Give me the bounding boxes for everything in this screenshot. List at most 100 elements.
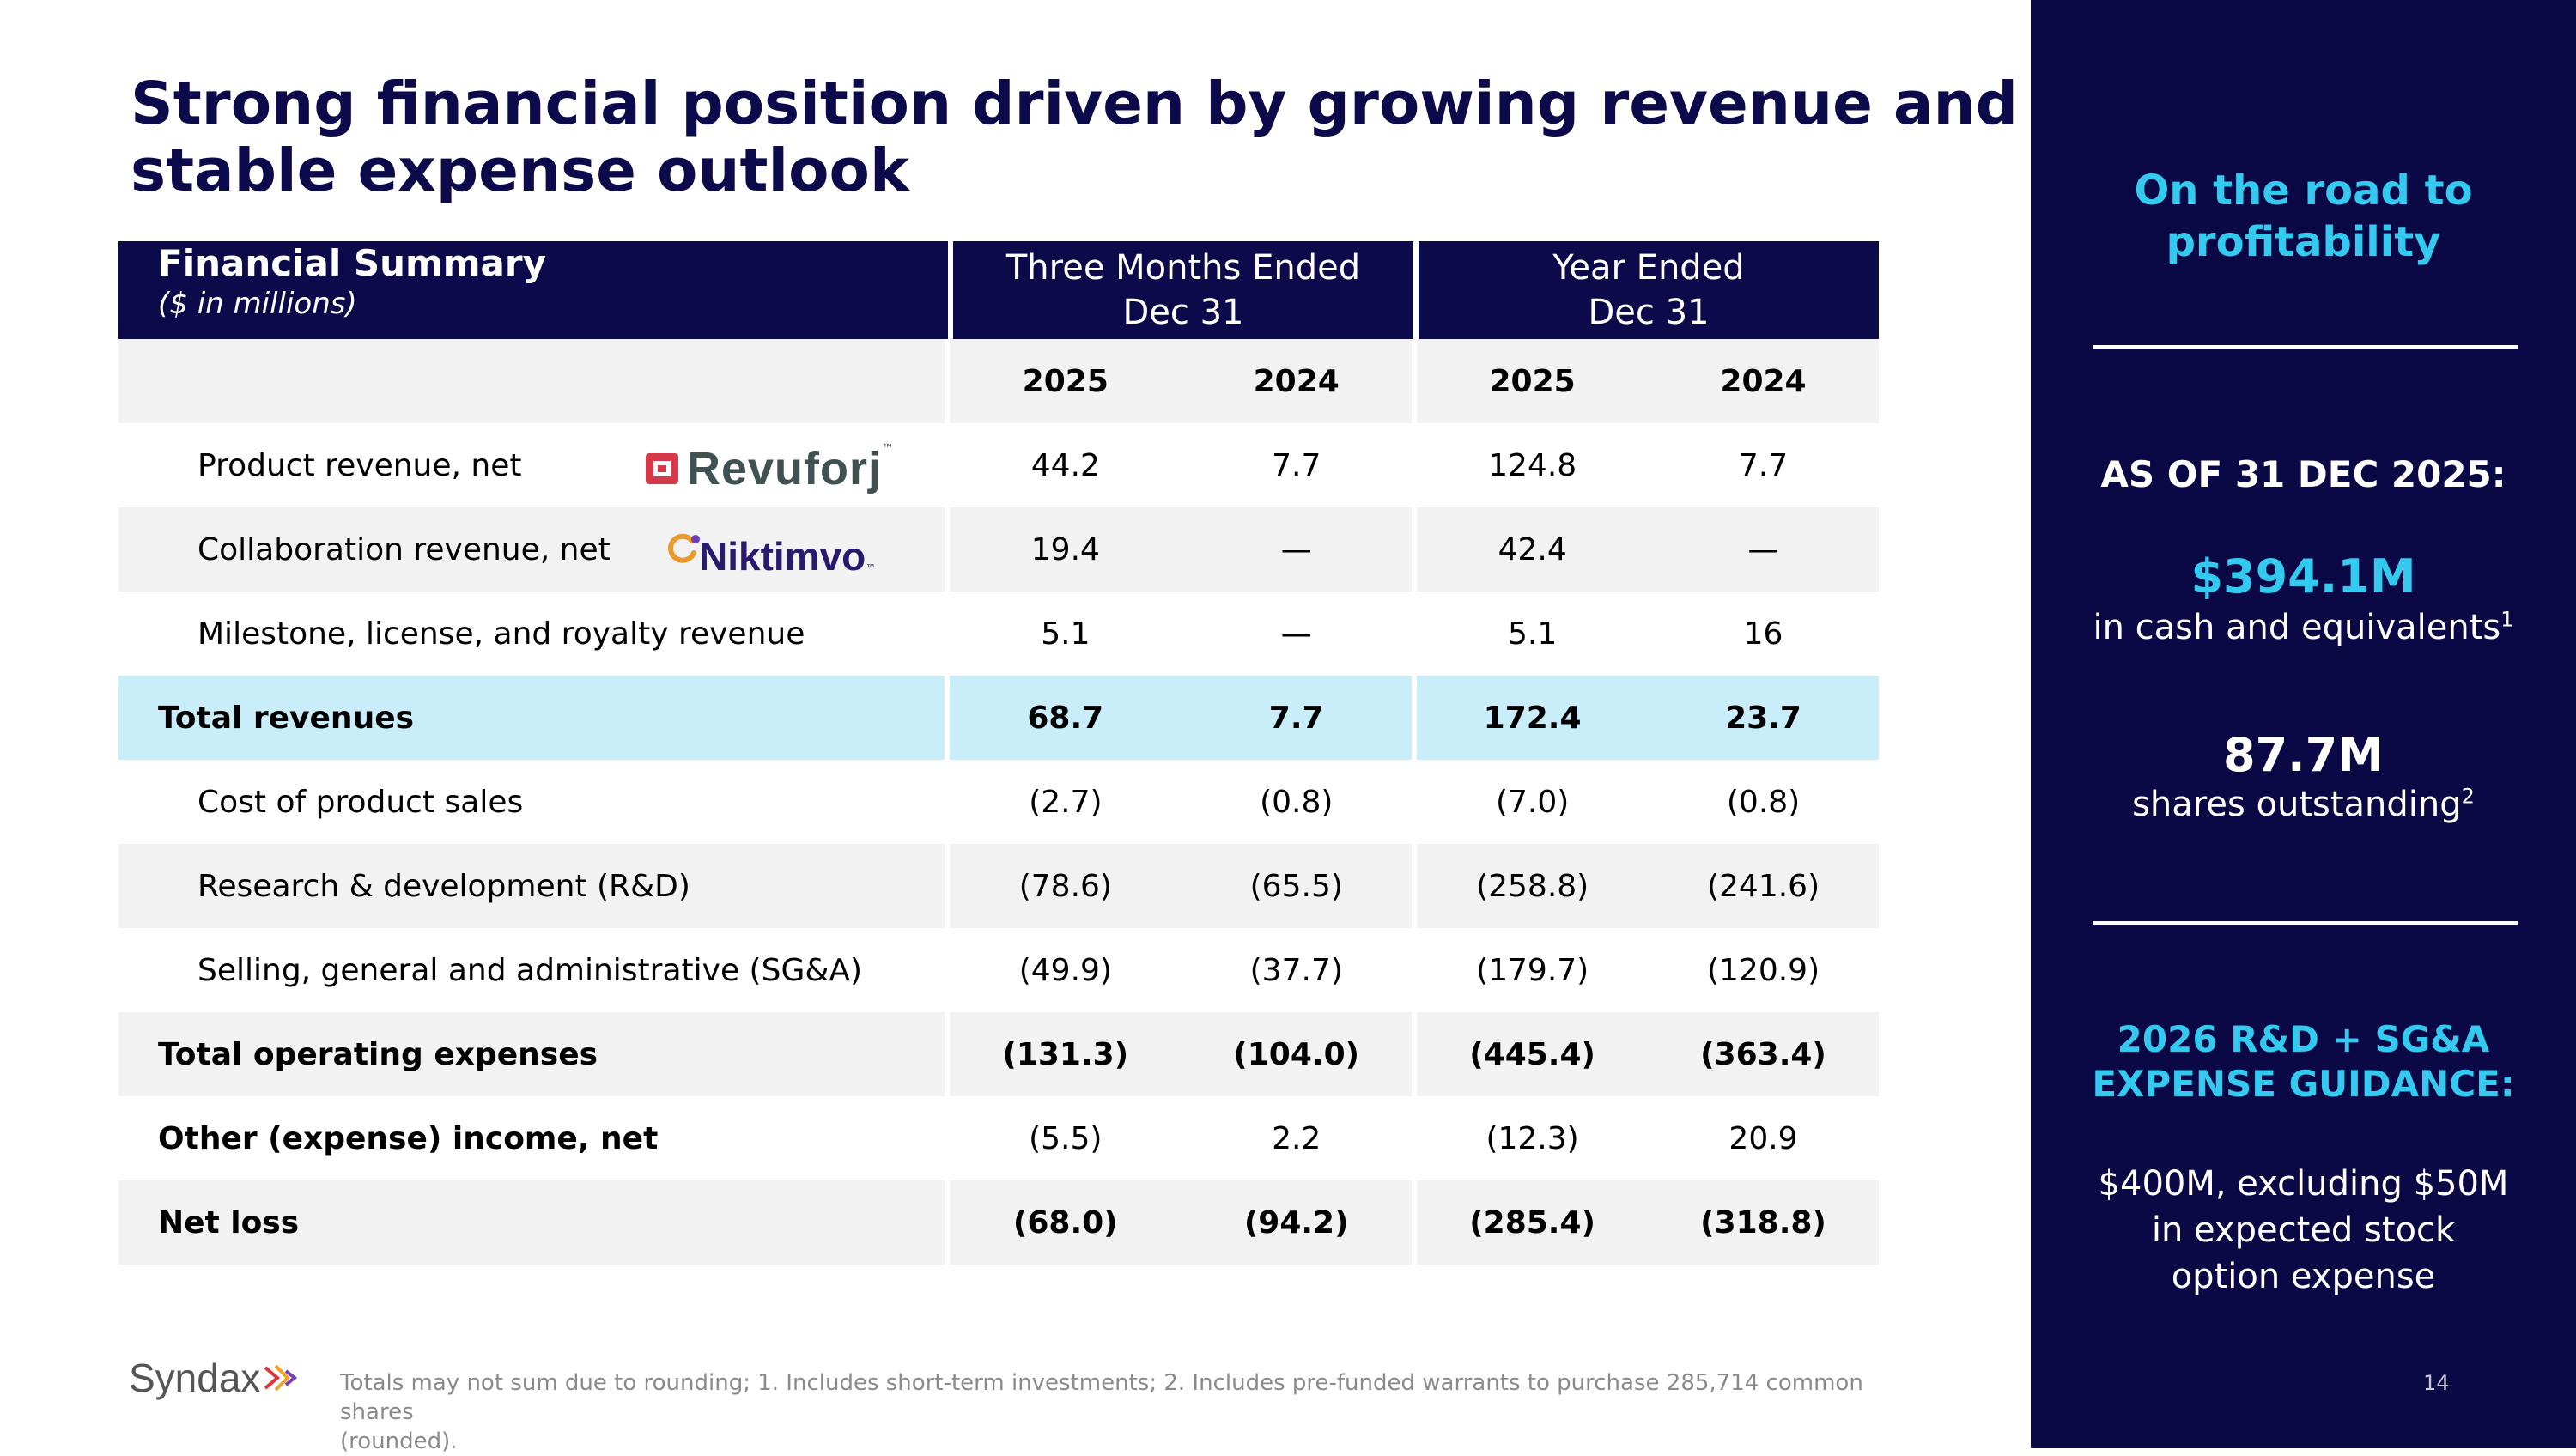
table-cell: 23.7	[1725, 700, 1801, 736]
table-row-net-loss: Net loss (68.0) (94.2) (285.4) (318.8)	[118, 1180, 1879, 1265]
niktimvo-icon	[668, 533, 700, 563]
row-label: Other (expense) income, net	[158, 1120, 659, 1156]
row-label: Cost of product sales	[197, 784, 524, 820]
table-cell: 42.4	[1498, 531, 1567, 567]
table-cell: (285.4)	[1469, 1204, 1595, 1241]
units-note: ($ in millions)	[158, 287, 357, 321]
row-label: Research & development (R&D)	[197, 868, 690, 904]
table-cell: —	[1280, 616, 1312, 652]
page-number: 14	[2423, 1371, 2450, 1395]
year-ended-header: Year Ended Dec 31	[1419, 241, 1879, 339]
row-label: Product revenue, net	[197, 447, 522, 483]
sidebar-panel: On the road to profitability AS OF 31 DE…	[2031, 0, 2576, 1448]
row-label: Total revenues	[158, 700, 415, 736]
table-cell: 44.2	[1030, 447, 1100, 483]
table-cell: (7.0)	[1495, 784, 1570, 820]
table-row-sga: Selling, general and administrative (SG&…	[118, 928, 1879, 1012]
three-months-header-line2: Dec 31	[1122, 293, 1244, 332]
footnote-ref: 2	[2461, 784, 2475, 809]
divider	[2093, 345, 2518, 349]
table-cell: (49.9)	[1018, 952, 1112, 988]
footnote: Totals may not sum due to rounding; 1. I…	[340, 1368, 1929, 1456]
row-label: Milestone, license, and royalty revenue	[197, 616, 805, 652]
table-cell: 5.1	[1508, 616, 1558, 652]
revuforj-logo: Revuforj ™	[644, 442, 894, 495]
table-cell: 5.1	[1041, 616, 1091, 652]
guidance-title-line1: 2026 R&D + SG&A	[2117, 1018, 2490, 1060]
row-label: Total operating expenses	[158, 1036, 598, 1072]
table-cell: 7.7	[1738, 447, 1789, 483]
cash-label: in cash and equivalents1	[2031, 608, 2576, 647]
table-row-collaboration-revenue: Collaboration revenue, net Niktimvo ™ 19…	[118, 507, 1879, 592]
table-cell: 124.8	[1488, 447, 1577, 483]
year-header: 2024	[1253, 363, 1340, 399]
table-cell: (65.5)	[1249, 868, 1343, 904]
table-cell: (241.6)	[1706, 868, 1820, 904]
table-header-label: Financial Summary ($ in millions)	[118, 241, 948, 339]
syndax-mark-icon	[264, 1364, 298, 1392]
footnote-line2: (rounded).	[340, 1429, 458, 1454]
table-cell: 16	[1743, 616, 1783, 652]
guidance-body: $400M, excluding $50M in expected stock …	[2031, 1161, 2576, 1300]
table-cell: 20.9	[1728, 1120, 1798, 1156]
table-cell: (0.8)	[1726, 784, 1801, 820]
table-cell: (37.7)	[1249, 952, 1343, 988]
table-cell: (445.4)	[1469, 1036, 1595, 1072]
table-cell: (0.8)	[1260, 784, 1334, 820]
as-of-date: AS OF 31 DEC 2025:	[2100, 453, 2506, 495]
table-cell: 68.7	[1027, 700, 1104, 736]
table-cell: 2.2	[1272, 1120, 1321, 1156]
row-label: Selling, general and administrative (SG&…	[197, 952, 863, 988]
table-cell: 7.7	[1272, 447, 1321, 483]
year-header: 2025	[1489, 363, 1576, 399]
table-cell: (104.0)	[1233, 1036, 1360, 1072]
row-label: Net loss	[158, 1204, 300, 1241]
brand-name: Syndax	[129, 1356, 261, 1400]
table-cell: (120.9)	[1706, 952, 1820, 988]
table-cell: (258.8)	[1476, 868, 1589, 904]
table-cell: (318.8)	[1700, 1204, 1826, 1241]
shares-label: shares outstanding2	[2031, 785, 2576, 824]
table-cell: 7.7	[1268, 700, 1324, 736]
table-cell: (2.7)	[1029, 784, 1103, 820]
cash-label-text: in cash and equivalents	[2093, 608, 2501, 647]
footnote-ref: 1	[2500, 607, 2514, 632]
table-cell: 19.4	[1030, 531, 1100, 567]
table-cell: (363.4)	[1700, 1036, 1826, 1072]
table-row-rnd: Research & development (R&D) (78.6) (65.…	[118, 844, 1879, 928]
guidance-body-line2: in expected stock	[2151, 1210, 2456, 1250]
table-header-row: Financial Summary ($ in millions) Three …	[118, 241, 1879, 339]
cash-value: $394.1M	[2190, 549, 2416, 604]
table-row-total-revenues: Total revenues 68.7 7.7 172.4 23.7	[118, 676, 1879, 760]
guidance-body-line3: option expense	[2171, 1257, 2436, 1296]
year-header: 2025	[1022, 363, 1109, 399]
divider	[2093, 921, 2518, 925]
table-row-milestone-revenue: Milestone, license, and royalty revenue …	[118, 592, 1879, 676]
table-cell: 172.4	[1483, 700, 1582, 736]
niktimvo-logo: Niktimvo ™	[666, 519, 876, 579]
table-cell: (179.7)	[1476, 952, 1589, 988]
three-months-header: Three Months Ended Dec 31	[953, 241, 1413, 339]
footnote-line1: Totals may not sum due to rounding; 1. I…	[340, 1370, 1863, 1425]
table-cell: —	[1280, 531, 1312, 567]
table-row-total-operating-expenses: Total operating expenses (131.3) (104.0)…	[118, 1012, 1879, 1096]
year-ended-header-line2: Dec 31	[1588, 293, 1710, 332]
profitability-heading-line2: profitability	[2166, 218, 2441, 266]
guidance-title: 2026 R&D + SG&A EXPENSE GUIDANCE:	[2031, 1017, 2576, 1107]
table-row-cost-of-product-sales: Cost of product sales (2.7) (0.8) (7.0) …	[118, 760, 1879, 844]
syndax-logo: Syndax	[129, 1355, 298, 1401]
years-row: 2025 2024 2025 2024	[118, 339, 1879, 423]
page-title: Strong financial position driven by grow…	[131, 70, 2018, 205]
guidance-title-line2: EXPENSE GUIDANCE:	[2092, 1063, 2515, 1105]
profitability-heading-line1: On the road to	[2134, 167, 2473, 215]
table-cell: (94.2)	[1243, 1204, 1349, 1241]
table-cell: —	[1747, 531, 1779, 567]
year-header: 2024	[1720, 363, 1807, 399]
row-label: Collaboration revenue, net	[197, 531, 611, 567]
financial-summary-table: Financial Summary ($ in millions) Three …	[118, 241, 1879, 1265]
financial-summary-title: Financial Summary	[158, 242, 546, 284]
table-row-other-income: Other (expense) income, net (5.5) 2.2 (1…	[118, 1096, 1879, 1180]
table-cell: (78.6)	[1018, 868, 1112, 904]
guidance-body-line1: $400M, excluding $50M	[2098, 1164, 2509, 1204]
profitability-heading: On the road to profitability	[2031, 165, 2576, 268]
